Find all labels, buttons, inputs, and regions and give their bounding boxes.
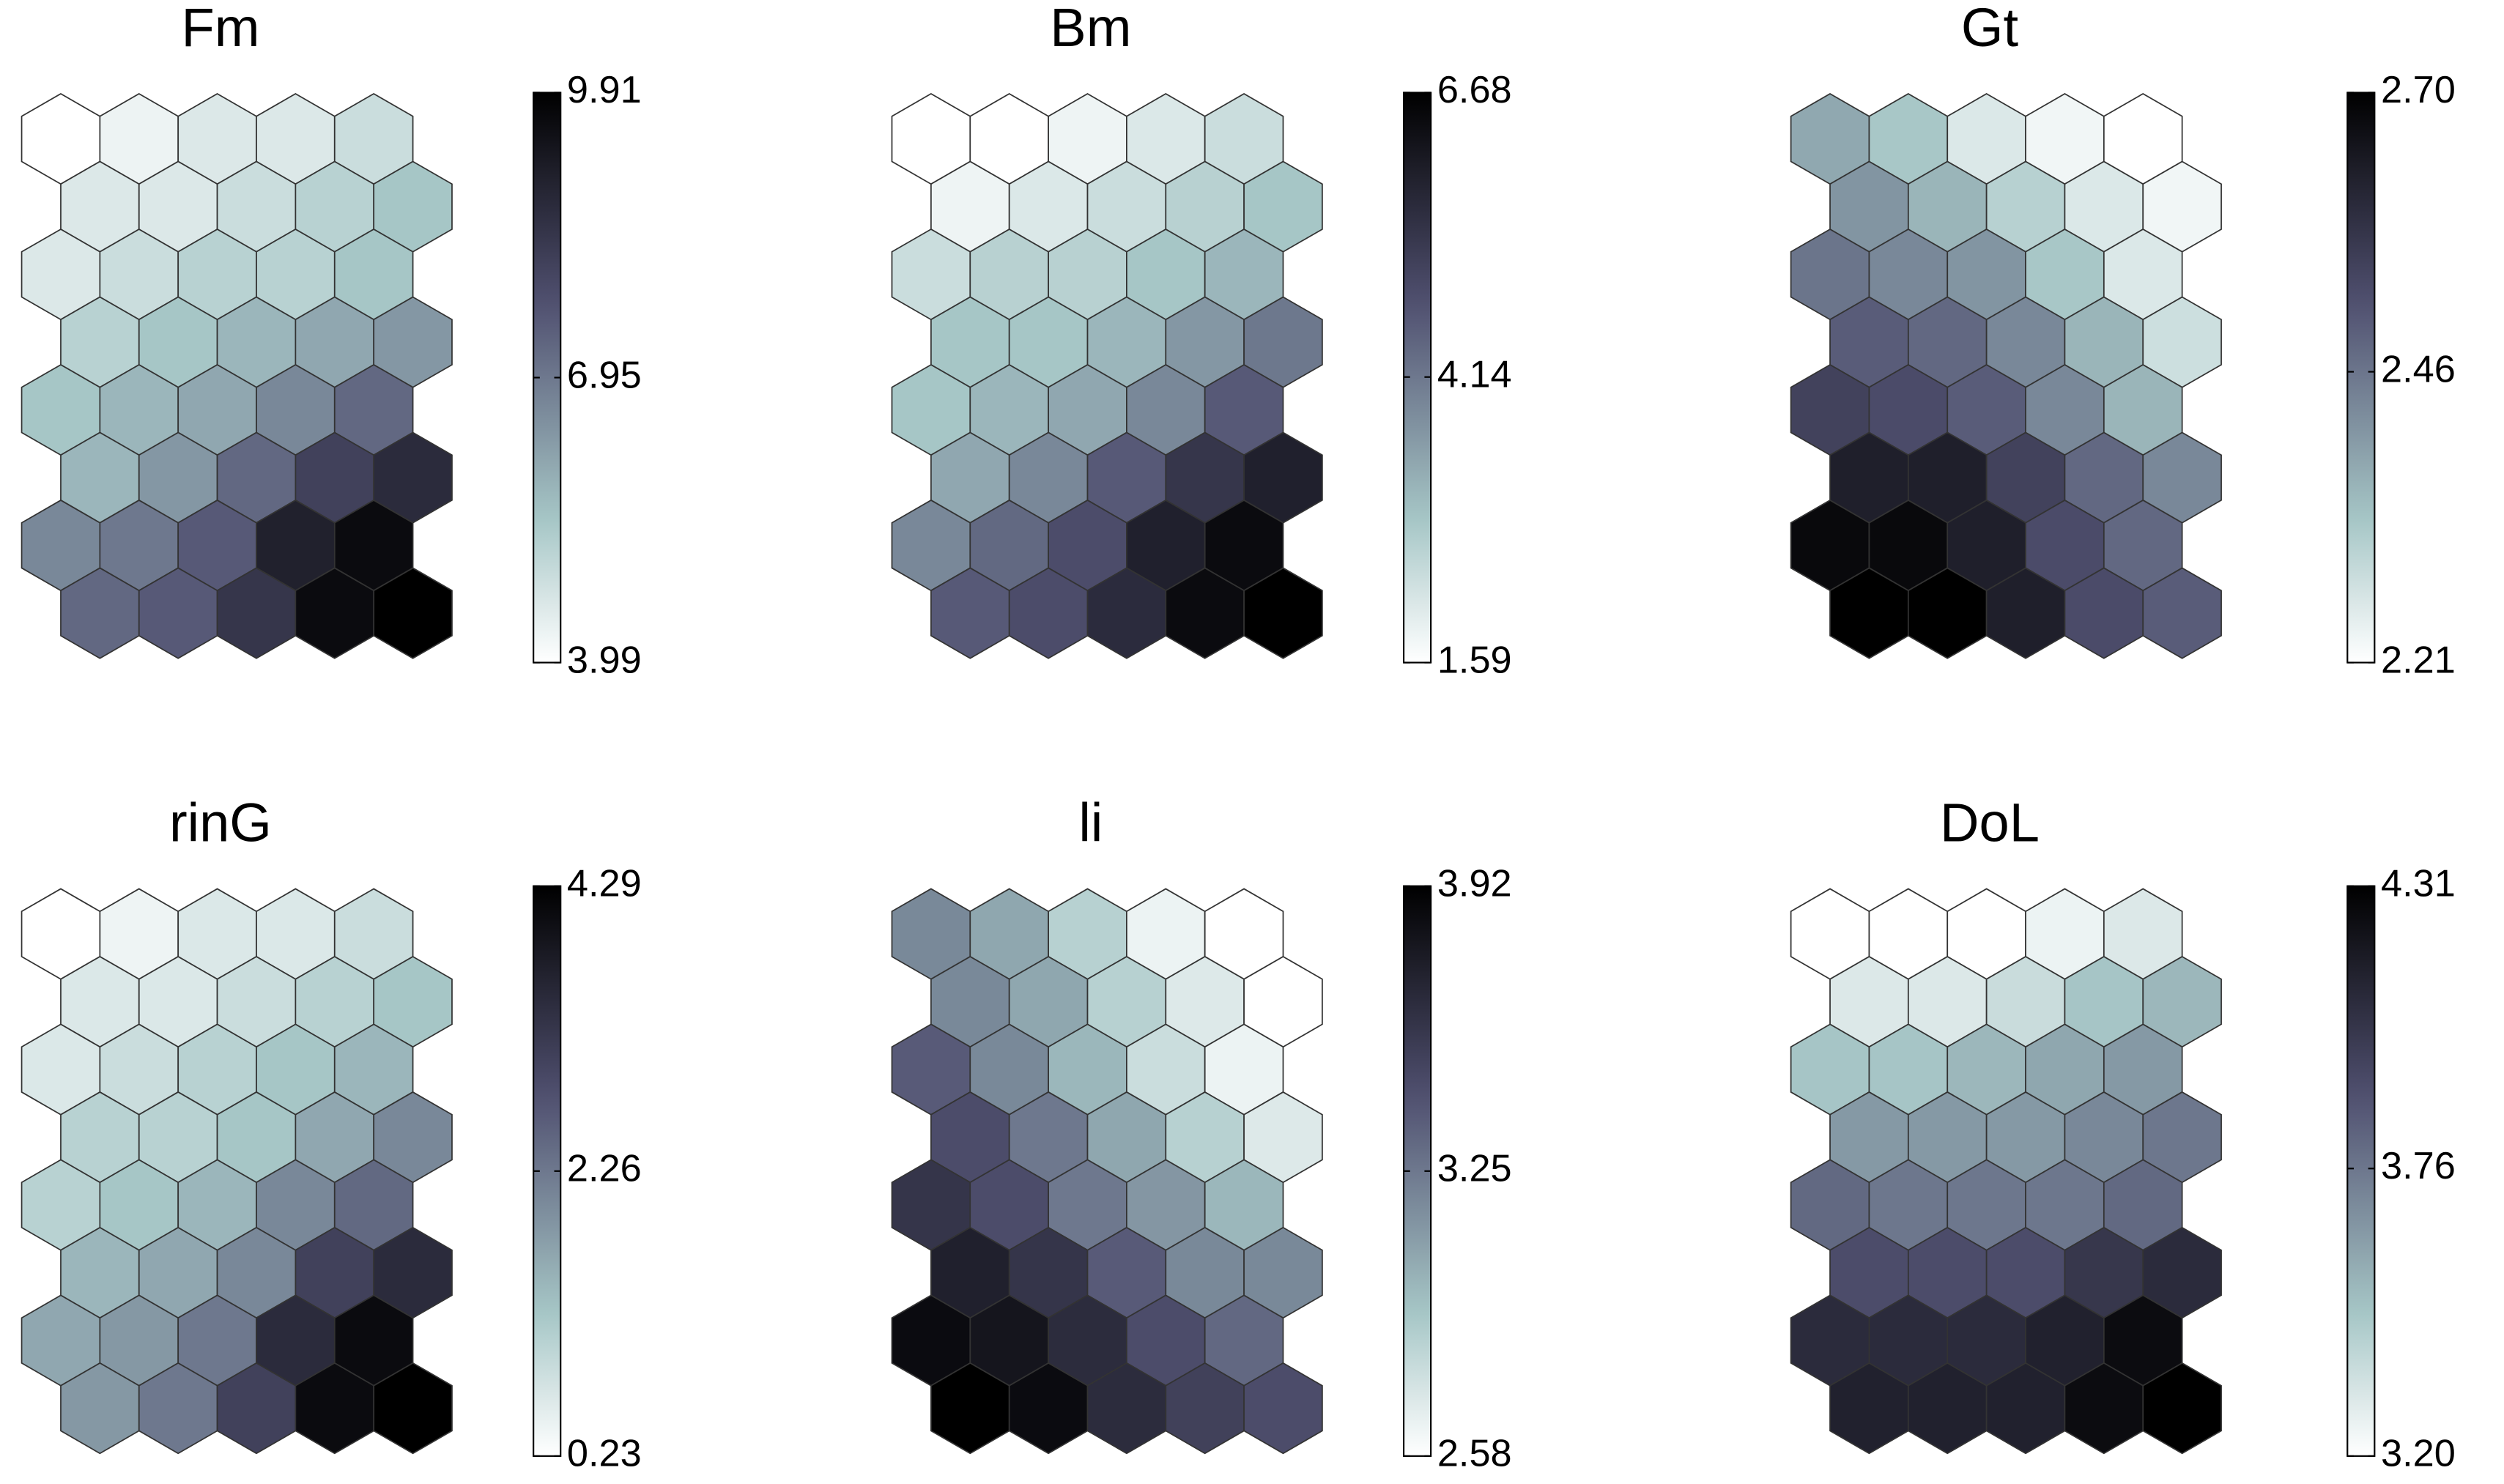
colorbar-tick-label: 2.21	[2381, 639, 2456, 681]
colorbar-tick-label: 9.91	[567, 69, 642, 111]
panel-title: Gt	[1961, 0, 2019, 58]
panel: li 2.58 3.25 3.92	[891, 793, 1512, 1475]
hex-cell	[373, 567, 453, 659]
colorbar-tick-label: 3.20	[2381, 1433, 2456, 1475]
colorbar-tick-label: 2.46	[2381, 348, 2456, 390]
hex-cell	[373, 1362, 453, 1455]
hex-cell	[1243, 567, 1323, 659]
colorbar-tick-label: 3.76	[2381, 1145, 2456, 1187]
colorbar-tick-label: 2.70	[2381, 69, 2456, 111]
colorbar-tick-label: 0.23	[567, 1433, 642, 1475]
hex-cell	[2142, 567, 2222, 659]
colorbar-tick-label: 1.59	[1437, 639, 1512, 681]
panel-title: Fm	[181, 0, 259, 58]
panel: Fm 3.99 6.95 9.91	[21, 0, 642, 681]
panel-title: rinG	[169, 793, 272, 853]
colorbar-tick-label: 4.31	[2381, 863, 2456, 905]
colorbar-tick-label: 3.92	[1437, 863, 1512, 905]
panel: rinG 0.23 2.26 4.29	[21, 793, 642, 1475]
panel: Gt 2.21 2.46 2.70	[1790, 0, 2456, 681]
colorbar-tick-label: 2.58	[1437, 1433, 1512, 1475]
panel: DoL 3.20 3.76 4.31	[1790, 793, 2456, 1475]
hex-cell	[2142, 1362, 2222, 1455]
colorbar-tick-label: 4.14	[1437, 354, 1512, 396]
colorbar	[2346, 92, 2376, 664]
panel-title: Bm	[1050, 0, 1131, 58]
hex-cell	[1243, 1362, 1323, 1455]
colorbar	[2346, 885, 2376, 1457]
panel: Bm 1.59 4.14 6.68	[891, 0, 1512, 681]
colorbar-tick-label: 3.25	[1437, 1148, 1512, 1190]
colorbar-tick-label: 6.95	[567, 354, 642, 396]
colorbar-tick-label: 3.99	[567, 639, 642, 681]
colorbar-tick-label: 2.26	[567, 1148, 642, 1190]
colorbar-tick-label: 4.29	[567, 863, 642, 905]
panel-title: li	[1078, 793, 1103, 853]
panel-title: DoL	[1940, 793, 2040, 853]
colorbar-tick-label: 6.68	[1437, 69, 1512, 111]
